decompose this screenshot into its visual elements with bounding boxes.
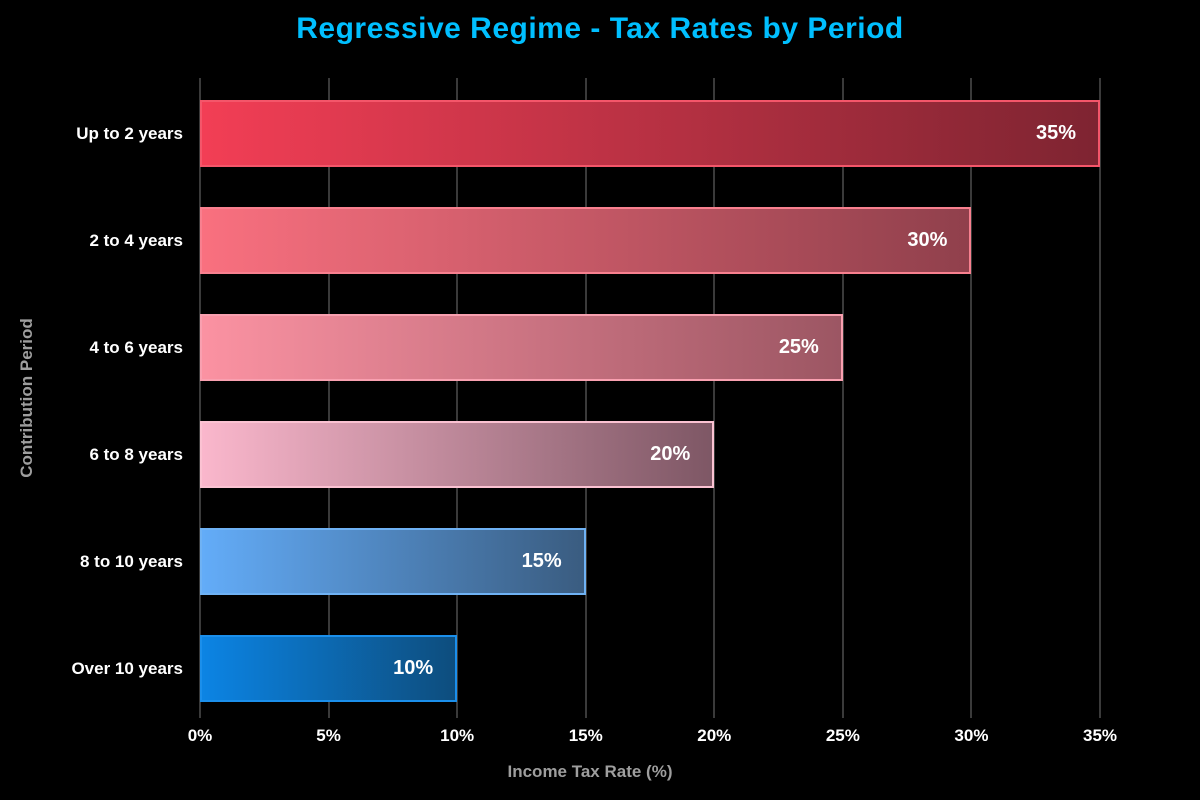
bar-value-label: 35%	[1035, 122, 1076, 144]
bar: 35%	[200, 100, 1100, 167]
x-tick-label: 35%	[1082, 726, 1118, 745]
gridline	[584, 78, 587, 718]
plot-area: 35% 30% 25% 20% 15% 10%	[199, 78, 1160, 718]
bar-value-label: 15%	[521, 550, 562, 572]
bar: 15%	[200, 528, 586, 595]
category-label: 6 to 8 years	[89, 444, 183, 464]
x-tick-label: 20%	[697, 726, 732, 745]
category-label: Up to 2 years	[76, 123, 183, 143]
category-label: 8 to 10 years	[79, 551, 183, 571]
x-tick-label: 30%	[954, 726, 989, 745]
x-axis-label: Income Tax Rate (%)	[507, 762, 673, 781]
gridline	[199, 78, 201, 718]
x-tick-label: 15%	[568, 726, 603, 745]
bar-value-label: 10%	[393, 657, 434, 679]
bar: 25%	[200, 314, 843, 381]
gridline	[970, 78, 973, 718]
chart-title: Regressive Regime - Tax Rates by Period	[296, 12, 904, 45]
x-tick-label: 5%	[316, 726, 341, 745]
gridline	[1099, 78, 1101, 718]
bar: 20%	[200, 421, 715, 488]
gridline	[713, 78, 716, 718]
category-label: Over 10 years	[71, 658, 183, 678]
x-tick-label: 25%	[825, 726, 860, 745]
category-label: 2 to 4 years	[89, 230, 183, 250]
bar: 10%	[200, 635, 458, 702]
x-tick-label: 0%	[187, 726, 213, 745]
bar-value-label: 25%	[778, 336, 819, 358]
x-tick-label: 10%	[440, 726, 475, 745]
bar-value-label: 30%	[907, 229, 948, 251]
gridline	[456, 78, 459, 718]
category-label: 4 to 6 years	[89, 337, 183, 357]
gridline	[327, 78, 330, 718]
bar-value-label: 20%	[650, 443, 691, 465]
gridline	[841, 78, 844, 718]
bar: 30%	[200, 207, 972, 274]
